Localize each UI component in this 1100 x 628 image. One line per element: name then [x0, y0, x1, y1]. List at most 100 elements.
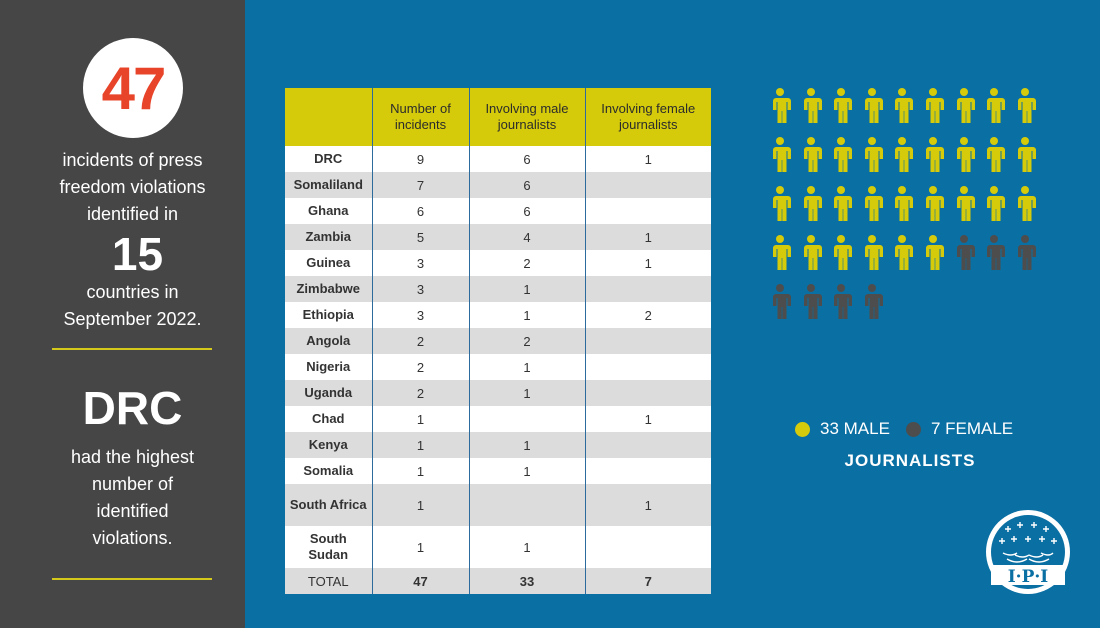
- incidents-cell: 2: [372, 380, 470, 406]
- incidents-number: 47: [101, 54, 167, 122]
- country-cell: Somalia: [285, 458, 373, 484]
- male-person-icon: [799, 88, 823, 124]
- male-person-icon: [952, 137, 976, 173]
- female-cell: [585, 172, 711, 198]
- table-row: Chad 1 1: [285, 406, 711, 432]
- countries-number: 15: [111, 228, 164, 280]
- country-cell: South Africa: [285, 484, 373, 526]
- incidents-cell: 2: [372, 354, 470, 380]
- male-person-icon: [860, 235, 884, 271]
- male-cell: 1: [469, 354, 586, 380]
- male-cell: 1: [469, 276, 586, 302]
- column-header: Number of incidents: [372, 88, 470, 146]
- divider: [52, 578, 212, 580]
- incidents-cell: 1: [372, 458, 470, 484]
- female-cell: 1: [585, 146, 711, 172]
- male-person-icon: [768, 186, 792, 222]
- male-person-icon: [921, 235, 945, 271]
- male-person-icon: [952, 88, 976, 124]
- incidents-cell: 2: [372, 328, 470, 354]
- country-cell: Ethiopia: [285, 302, 373, 328]
- male-cell: 1: [469, 432, 586, 458]
- country-cell: Angola: [285, 328, 373, 354]
- globe-crosses-icon: [999, 522, 1057, 563]
- country-cell: Uganda: [285, 380, 373, 406]
- country-cell: Somaliland: [285, 172, 373, 198]
- male-person-icon: [860, 88, 884, 124]
- male-person-icon: [890, 88, 914, 124]
- text-line: September 2022.: [63, 309, 202, 329]
- summary-panel: 47 incidents of press freedom violations…: [0, 0, 245, 628]
- male-legend-dot: [795, 421, 810, 437]
- female-cell: [585, 458, 711, 484]
- male-person-icon: [860, 186, 884, 222]
- total-female-cell: 7: [585, 568, 711, 594]
- table-row: Ghana 6 6: [285, 198, 711, 224]
- total-incidents-cell: 47: [372, 568, 470, 594]
- male-person-icon: [1013, 137, 1037, 173]
- male-cell: 4: [469, 224, 586, 250]
- table-row: Angola 2 2: [285, 328, 711, 354]
- country-cell: Guinea: [285, 250, 373, 276]
- incidents-cell: 7: [372, 172, 470, 198]
- column-header: [285, 88, 373, 146]
- male-person-icon: [768, 137, 792, 173]
- country-cell: South Sudan: [285, 526, 373, 568]
- male-cell: 6: [469, 172, 586, 198]
- country-cell: Zambia: [285, 224, 373, 250]
- table-row: Somaliland 7 6: [285, 172, 711, 198]
- incidents-cell: 1: [372, 432, 470, 458]
- male-person-icon: [890, 137, 914, 173]
- female-person-icon: [799, 284, 823, 320]
- incidents-table: Number of incidents Involving male journ…: [285, 88, 711, 594]
- text-line: freedom violations: [59, 177, 206, 197]
- incidents-badge: 47: [83, 38, 183, 138]
- female-person-icon: [829, 284, 853, 320]
- male-cell: 1: [469, 302, 586, 328]
- female-cell: [585, 526, 711, 568]
- table-row: Zimbabwe 3 1: [285, 276, 711, 302]
- highest-country: DRC: [82, 382, 183, 434]
- text-line: violations.: [92, 528, 173, 548]
- table-header-row: Number of incidents Involving male journ…: [285, 88, 711, 146]
- table-row: Nigeria 2 1: [285, 354, 711, 380]
- incidents-cell: 3: [372, 250, 470, 276]
- countries-text: countries in September 2022.: [0, 279, 265, 333]
- text-line: incidents of press: [62, 150, 203, 170]
- total-label-cell: TOTAL: [285, 568, 373, 594]
- table-total-row: TOTAL 47 33 7: [285, 568, 711, 594]
- table-row: Kenya 1 1: [285, 432, 711, 458]
- logo-text: I·P·I: [1008, 567, 1049, 587]
- table-row: South Sudan 1 1: [285, 526, 711, 568]
- male-person-icon: [860, 137, 884, 173]
- divider: [52, 348, 212, 350]
- female-person-icon: [860, 284, 884, 320]
- male-person-icon: [890, 235, 914, 271]
- male-person-icon: [768, 88, 792, 124]
- column-header: Involving female journalists: [585, 88, 711, 146]
- male-person-icon: [1013, 186, 1037, 222]
- female-cell: [585, 328, 711, 354]
- table-row: Somalia 1 1: [285, 458, 711, 484]
- incidents-cell: 6: [372, 198, 470, 224]
- country-cell: Kenya: [285, 432, 373, 458]
- country-cell: Ghana: [285, 198, 373, 224]
- legend-subtitle: JOURNALISTS: [844, 451, 976, 470]
- table-row: Uganda 2 1: [285, 380, 711, 406]
- highest-text: had the highest number of identified vio…: [0, 444, 265, 552]
- male-cell: [469, 484, 586, 526]
- table-row: Ethiopia 3 1 2: [285, 302, 711, 328]
- female-cell: 1: [585, 224, 711, 250]
- text-line: had the highest: [70, 447, 195, 467]
- table-row: Zambia 5 4 1: [285, 224, 711, 250]
- female-person-icon: [1013, 235, 1037, 271]
- female-cell: [585, 432, 711, 458]
- male-person-icon: [890, 186, 914, 222]
- country-cell: DRC: [285, 146, 373, 172]
- text-line: countries in: [86, 282, 179, 302]
- country-cell: Chad: [285, 406, 373, 432]
- column-header: Involving male journalists: [469, 88, 586, 146]
- country-cell: Zimbabwe: [285, 276, 373, 302]
- table-row: DRC 9 6 1: [285, 146, 711, 172]
- female-cell: 1: [585, 484, 711, 526]
